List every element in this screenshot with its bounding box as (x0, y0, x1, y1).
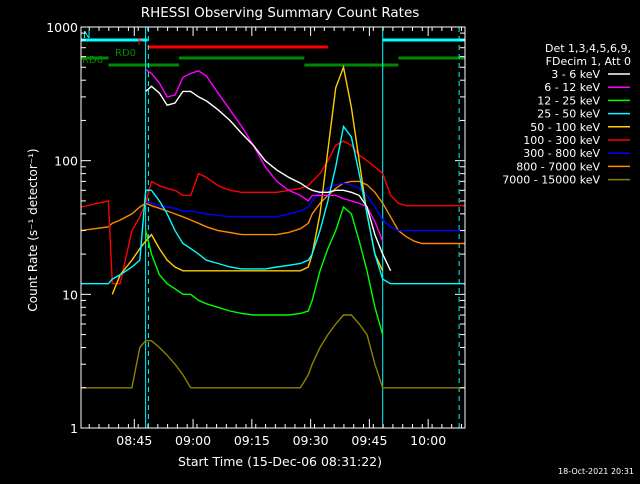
legend-label: 50 - 100 keV (530, 121, 600, 134)
legend-label: 12 - 25 keV (537, 94, 600, 107)
series-line (145, 182, 465, 232)
x-tick-label: 09:30 (293, 433, 329, 448)
series-line (145, 69, 384, 242)
chart-title: RHESSI Observing Summary Count Rates (141, 5, 420, 21)
x-tick-label: 10:00 (410, 433, 446, 448)
y-tick-label: 1000 (46, 20, 78, 35)
series-line (81, 124, 465, 285)
legend-header-2: FDecim 1, Att 0 (546, 55, 631, 68)
series-line (80, 140, 465, 285)
flag-label-f: F (138, 37, 144, 48)
x-tick-label: 08:45 (116, 433, 152, 448)
legend-label: 6 - 12 keV (544, 81, 600, 94)
legend-label: 100 - 300 keV (523, 134, 600, 147)
legend-label: 25 - 50 keV (537, 108, 600, 121)
flag-label-rd0: RD0 (115, 48, 136, 59)
timestamp: 18-Oct-2021 20:31 (558, 467, 634, 476)
axis-layer: 1 10 100 1000 08:45 09:00 09:15 09:30 09:45 10:00 (46, 20, 466, 448)
y-axis-label: Count Rate (s⁻¹ detector⁻¹) (26, 148, 40, 311)
legend-label: 3 - 6 keV (551, 68, 600, 81)
legend-label: 800 - 7000 keV (516, 160, 600, 173)
legend-label: 7000 - 15000 keV (502, 174, 600, 187)
series-layer (80, 64, 465, 389)
x-axis-label: Start Time (15-Dec-06 08:31:22) (178, 454, 382, 469)
x-tick-label: 09:45 (351, 433, 387, 448)
series-line (145, 85, 392, 272)
plot-frame (80, 26, 466, 429)
legend-label: 300 - 800 keV (523, 147, 600, 160)
x-tick-label: 09:15 (234, 433, 270, 448)
series-line (145, 205, 384, 335)
y-tick-label: 10 (62, 287, 78, 302)
series-line (80, 180, 465, 245)
series-line (81, 314, 465, 389)
marker-layer (145, 27, 460, 428)
flag-label-n: N (83, 30, 90, 41)
flag-label-rd6: RD6 (82, 55, 103, 66)
legend-header-1: Det 1,3,4,5,6,9, (545, 42, 631, 55)
y-tick-label: 1 (70, 421, 78, 436)
y-tick-label: 100 (54, 154, 78, 169)
series-line (111, 64, 384, 295)
x-tick-label: 09:00 (175, 433, 211, 448)
